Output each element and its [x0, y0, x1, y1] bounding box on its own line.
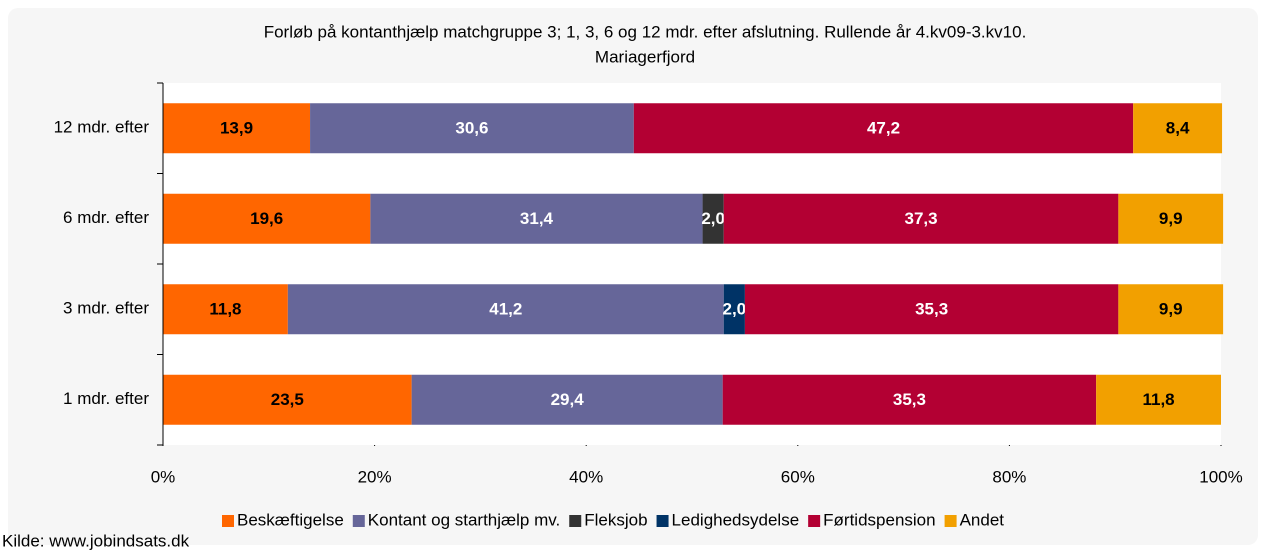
value-label: 9,9 — [1159, 300, 1183, 319]
legend-label: Førtidspension — [823, 510, 935, 529]
legend-swatch — [222, 515, 234, 527]
y-tick-label: 3 mdr. efter — [63, 299, 149, 318]
bar-segment — [1133, 103, 1223, 154]
bar-segment — [1096, 374, 1221, 425]
x-tick-label: 60% — [781, 467, 815, 486]
x-tick-label: 80% — [992, 467, 1026, 486]
bar-segment — [163, 284, 288, 335]
bar-segment — [310, 103, 634, 154]
bar-segment — [722, 374, 1097, 425]
value-label: 47,2 — [867, 119, 900, 138]
legend-label: Andet — [960, 510, 1005, 529]
y-tick-label: 1 mdr. efter — [63, 389, 149, 408]
bar-segment — [723, 193, 1119, 244]
bar-segment — [163, 193, 371, 244]
value-label: 11,8 — [1142, 390, 1174, 409]
legend-swatch — [808, 515, 821, 527]
chart-title: Forløb på kontanthjælp matchgruppe 3; 1,… — [264, 22, 1027, 41]
bar-segment — [723, 284, 745, 335]
bar-segment — [411, 374, 723, 425]
value-label: 23,5 — [271, 390, 304, 409]
value-label: 2,0 — [701, 209, 725, 228]
legend-label: Beskæftigelse — [237, 510, 344, 529]
value-label: 19,6 — [250, 209, 283, 228]
bar-segment — [702, 193, 724, 244]
value-label: 13,9 — [220, 119, 253, 138]
legend-swatch — [944, 515, 957, 527]
bar-segment — [1118, 193, 1224, 244]
y-tick-label: 12 mdr. efter — [54, 118, 150, 137]
bar-segment — [163, 103, 311, 154]
bar-segment — [633, 103, 1134, 154]
value-label: 29,4 — [551, 390, 585, 409]
value-label: 35,3 — [893, 390, 926, 409]
chart-subtitle: Mariagerfjord — [595, 47, 695, 66]
value-label: 11,8 — [209, 300, 241, 319]
y-tick-label: 6 mdr. efter — [63, 208, 149, 227]
legend-swatch — [569, 515, 582, 527]
legend-label: Ledighedsydelse — [672, 510, 800, 529]
value-label: 8,4 — [1166, 119, 1190, 138]
value-label: 35,3 — [915, 300, 948, 319]
legend-swatch — [656, 515, 669, 527]
x-tick-label: 100% — [1199, 467, 1242, 486]
x-tick-label: 0% — [151, 467, 176, 486]
value-label: 9,9 — [1159, 209, 1183, 228]
value-label: 37,3 — [905, 209, 938, 228]
value-label: 2,0 — [722, 300, 746, 319]
legend-label: Kontant og starthjælp mv. — [368, 510, 560, 529]
value-label: 41,2 — [489, 300, 522, 319]
bar-segment — [287, 284, 724, 335]
source: Kilde: www.jobindsats.dk — [2, 531, 190, 550]
legend-swatch — [352, 515, 365, 527]
value-label: 30,6 — [455, 119, 488, 138]
value-label: 31,4 — [520, 209, 554, 228]
bar-segment — [163, 374, 412, 425]
legend-label: Fleksjob — [584, 510, 647, 529]
bar-segment — [744, 284, 1119, 335]
x-tick-label: 40% — [569, 467, 603, 486]
x-tick-label: 20% — [358, 467, 392, 486]
bar-segment — [1118, 284, 1224, 335]
bar-segment — [370, 193, 703, 244]
